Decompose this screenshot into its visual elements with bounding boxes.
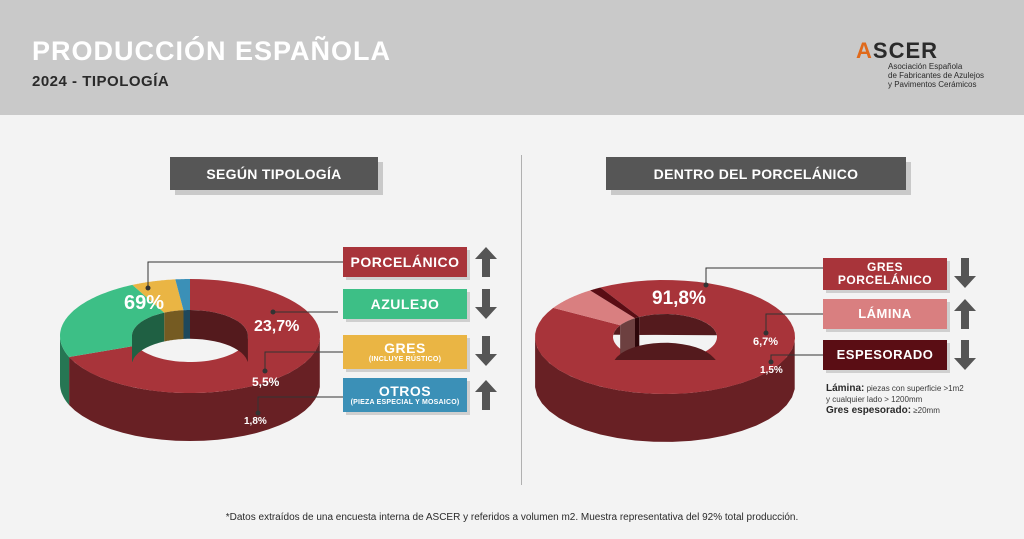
header-band [0, 0, 1024, 115]
leader-lamina [765, 313, 823, 333]
leader-gres-porcelanico [705, 267, 823, 285]
leader-dot-lamina [763, 330, 769, 336]
legend-lamina: LÁMINA [823, 299, 947, 329]
legend-gres: GRES (INCLUYE RÚSTICO) [343, 335, 467, 369]
section-divider [521, 155, 522, 485]
donut-1-inner-1 [620, 318, 635, 355]
donut-0-side-0 [69, 339, 320, 441]
label-porcelanico-pct: 69% [124, 292, 165, 314]
logo-word: ASCER [856, 38, 939, 63]
donut-0-slice-1 [60, 284, 165, 357]
label-otros-pct: 1,8% [244, 416, 267, 427]
arrow-up-icon [954, 299, 976, 329]
donut-0-inner-1 [132, 312, 165, 362]
page-title: PRODUCCIÓN ESPAÑOLA [32, 36, 392, 66]
right-section-heading: DENTRO DEL PORCELÁNICO [606, 157, 906, 190]
page-subtitle: 2024 - TIPOLOGÍA [32, 73, 170, 90]
leader-porcelanico [147, 261, 343, 288]
donut-0-side-1 [60, 336, 70, 405]
arrow-down-icon [954, 258, 976, 288]
left-section-heading: SEGÚN TIPOLOGÍA [170, 157, 378, 190]
footer-note: *Datos extraídos de una encuesta interna… [225, 512, 799, 523]
donut-1-side-0 [535, 339, 795, 442]
leader-dot-espesorado [768, 359, 774, 365]
legend-espesorado: ESPESORADO [823, 340, 947, 370]
legend-porcelanico: PORCELÁNICO [343, 247, 467, 277]
legend-azulejo: AZULEJO [343, 289, 467, 319]
note-lamina-2: y cualquier lado > 1200mm [826, 395, 923, 404]
donut-0-slice-2 [132, 279, 184, 313]
arrow-up-icon [475, 380, 497, 410]
leader-dot-porcelanico [145, 285, 151, 291]
logo-line-1: Asociación Española [888, 62, 963, 71]
leader-dot-azulejo [270, 309, 276, 315]
leader-dot-otros [255, 410, 261, 416]
donut-0-inner-3 [183, 310, 190, 339]
label-azulejo-pct: 23,7% [254, 318, 300, 335]
legend-otros: OTROS (PIEZA ESPECIAL Y MOSAICO) [343, 378, 467, 412]
note-espesorado: Gres espesorado: ≥20mm [826, 405, 940, 416]
label-lamina-pct: 6,7% [753, 336, 779, 348]
donut-0-inner-2 [164, 310, 184, 342]
arrow-down-icon [475, 289, 497, 319]
label-espesorado-pct: 1,5% [760, 365, 783, 376]
donut-1-slice-2 [590, 287, 640, 319]
legend-gres-porcelanico: GRES PORCELÁNICO [823, 258, 947, 290]
note-lamina: Lámina: piezas con superficie >1m2 [826, 383, 964, 394]
donut-1-inner-2 [635, 317, 640, 347]
donut-0-slice-3 [175, 279, 190, 311]
arrow-up-icon [475, 247, 497, 277]
arrow-down-icon [475, 336, 497, 366]
leader-dot-gres-porcelanico [703, 282, 709, 288]
leader-otros [257, 396, 343, 413]
leader-dot-gres [262, 368, 268, 374]
arrow-down-icon [954, 340, 976, 370]
ascer-logo: ASCER Asociación Española de Fabricantes… [852, 38, 1012, 89]
logo-line-2: de Fabricantes de Azulejos [888, 71, 985, 80]
label-gres-pct: 5,5% [252, 375, 280, 389]
leader-gres [264, 351, 343, 371]
donut-0-slice-0 [69, 279, 320, 393]
donut-1-slice-0 [535, 280, 795, 394]
label-gres-porcelanico-pct: 91,8% [652, 288, 706, 309]
donut-1-slice-1 [553, 290, 635, 326]
donut-0-inner-0 [190, 310, 248, 362]
logo-line-3: y Pavimentos Cerámicos [888, 80, 977, 89]
